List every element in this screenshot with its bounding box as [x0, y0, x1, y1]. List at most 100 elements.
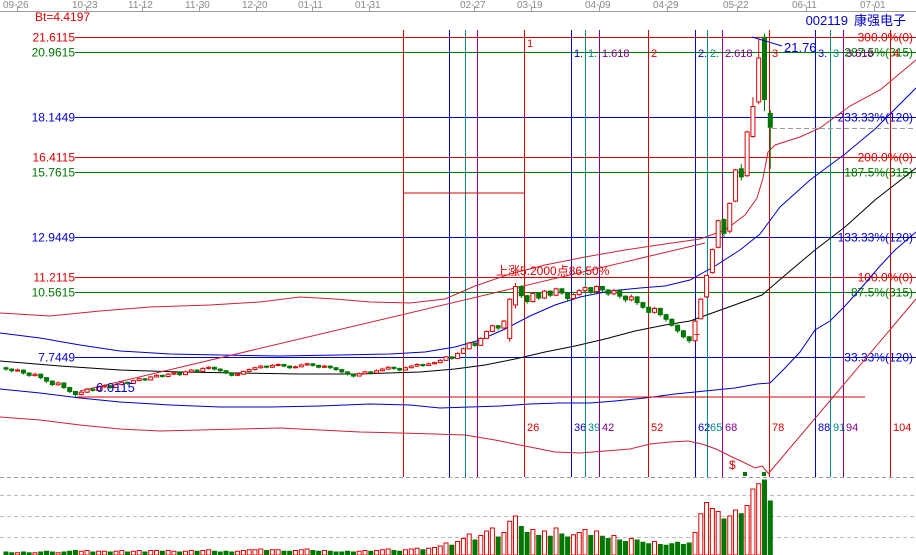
volume-bar [252, 549, 258, 555]
trendline-steep-line [767, 298, 916, 475]
volume-bar [570, 534, 576, 555]
volume-bar [125, 551, 131, 555]
candle [90, 388, 96, 392]
volume-bar [750, 488, 756, 555]
time-cycle-count-label: 78 [772, 422, 784, 434]
candle [258, 364, 264, 369]
stock-title: 002119 康强电子 [800, 10, 906, 29]
candle [518, 285, 524, 299]
candle [38, 373, 44, 380]
candle [206, 366, 212, 370]
volume-bar [211, 550, 217, 555]
time-cycle-top-label: 3.618 [846, 48, 874, 60]
pct-level-label: 33.33%(120) [844, 351, 913, 365]
candle [350, 373, 356, 378]
candle [142, 378, 148, 382]
date-tick [874, 6, 875, 11]
date-label: 05-22 [723, 0, 749, 11]
volume-bar [67, 550, 73, 555]
price-level-label: 12.9449 [32, 231, 76, 245]
volume-bar [385, 548, 391, 555]
peak-price-label: 21.76 [784, 40, 817, 55]
volume-bar [182, 550, 188, 555]
volume-bar [478, 535, 484, 555]
volume-bar [431, 547, 437, 555]
volume-bar [582, 529, 588, 555]
pct-level-label: 300.0%(0) [858, 31, 913, 45]
candle [391, 366, 397, 370]
candle [426, 362, 432, 367]
candle [634, 296, 640, 305]
time-cycle-top-label: 3 [833, 48, 839, 60]
time-cycle-top-label: 3. [818, 48, 827, 60]
volume-bar [9, 552, 15, 555]
t-dividend-marker: T [694, 333, 700, 344]
volume-bar [605, 538, 611, 555]
volume-bar [20, 551, 26, 555]
date-tick [737, 6, 738, 11]
candle [188, 369, 194, 373]
stock-name: 康强电子 [853, 13, 906, 28]
volume-bar [686, 542, 692, 555]
volume-bar [298, 549, 304, 555]
candle [235, 372, 241, 377]
volume-bar [536, 535, 542, 555]
volume-bar [559, 533, 565, 555]
candle [3, 366, 9, 371]
candle [767, 109, 773, 169]
candle [576, 289, 582, 296]
candle [101, 384, 107, 389]
volume-bar [293, 550, 298, 555]
volume-bar [194, 550, 200, 555]
volume-bar [489, 527, 495, 555]
candle [333, 367, 339, 371]
candle [61, 382, 67, 390]
date-label: 07-01 [860, 0, 886, 11]
date-tick [142, 6, 143, 11]
candle [715, 219, 721, 249]
volume-bar [692, 532, 698, 555]
candle [727, 202, 733, 234]
volume-bar [84, 550, 90, 555]
volume-bar [501, 532, 507, 555]
time-cycle-top-label: 1. [574, 48, 583, 60]
candle [692, 319, 698, 342]
time-cycle-count-label: 62 [698, 422, 710, 434]
volume-bar [408, 548, 414, 555]
candle [136, 377, 142, 382]
candle [84, 388, 90, 394]
blue-ma-line [0, 87, 916, 357]
volume-bar [530, 529, 536, 555]
candle [553, 287, 559, 297]
volume-bar [339, 551, 345, 555]
volume-bar [484, 530, 490, 555]
volume-bar [142, 551, 148, 555]
candle [9, 368, 15, 373]
candle [414, 363, 420, 367]
volume-bar [177, 551, 183, 555]
volume-bar [38, 551, 44, 555]
volume-bar [611, 535, 617, 555]
candle [403, 366, 409, 371]
upper-red-band-line [0, 59, 916, 317]
volume-bar [246, 549, 252, 555]
candle [472, 342, 478, 347]
volume-bar [119, 550, 125, 555]
pct-level-label: 287.5%(315) [844, 46, 913, 60]
volume-bar [44, 550, 50, 555]
candle [437, 358, 443, 364]
volume-bar [663, 544, 669, 555]
date-axis-bar[interactable]: 09-26 10-23 11-12 11-30 12-20 01-11 01-31 02-27… [0, 0, 916, 12]
candle [495, 325, 501, 331]
volume-bar [669, 543, 675, 555]
volume-bar [437, 545, 443, 555]
trendline-up-line [79, 242, 706, 392]
candle [119, 381, 125, 386]
volume-bar [113, 550, 119, 555]
candle [379, 367, 385, 372]
volume-bar [704, 502, 710, 555]
volume-bar [154, 550, 160, 555]
candle [675, 324, 681, 334]
price-level-label: 15.7615 [32, 166, 76, 180]
